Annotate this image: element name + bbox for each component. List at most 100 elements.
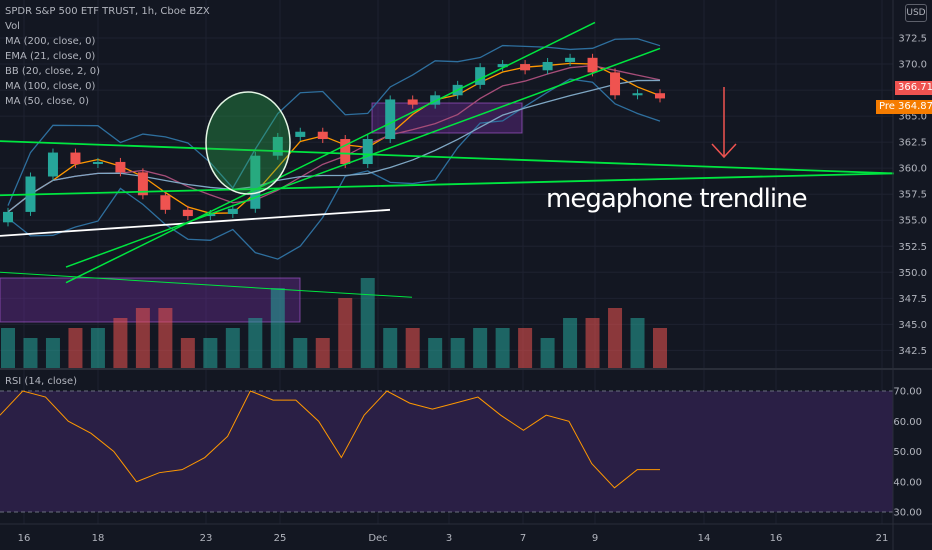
ma100-line <box>7 79 661 213</box>
candle-body <box>47 152 58 177</box>
candle-body <box>317 131 328 140</box>
candle-body <box>497 64 508 68</box>
volume-bar <box>315 338 330 368</box>
volume-bar <box>585 318 600 368</box>
symbol-title[interactable]: SPDR S&P 500 ETF TRUST, 1h, Cboe BZX <box>5 6 210 17</box>
highlight-circle <box>205 91 291 195</box>
rsi-axis: 30.00 40.00 50.00 60.00 70.00 <box>893 387 922 519</box>
candle-body <box>3 211 13 223</box>
candle-body <box>565 57 576 62</box>
volume-bar <box>113 318 128 368</box>
candle-body <box>70 152 81 165</box>
candle-body <box>92 161 103 165</box>
volume-bars <box>1 278 667 368</box>
legend-ma100[interactable]: MA (100, close, 0) <box>5 81 96 92</box>
x-tick-label: Dec <box>368 533 387 544</box>
volume-bar <box>135 308 150 368</box>
legend-ma200[interactable]: MA (200, close, 0) <box>5 36 96 47</box>
bollinger-bands <box>7 38 661 260</box>
rsi-tick-label: 60.00 <box>893 417 922 428</box>
chart-legend: SPDR S&P 500 ETF TRUST, 1h, Cboe BZX Vol… <box>5 4 210 109</box>
legend-ma50[interactable]: MA (50, close, 0) <box>5 96 90 107</box>
candle-body <box>520 64 531 71</box>
candle-body <box>610 72 621 96</box>
time-axis: 16 18 23 25 Dec 3 7 9 14 16 21 <box>18 533 889 544</box>
x-tick-label: 16 <box>18 533 31 544</box>
y-tick-label: 357.5 <box>898 190 927 201</box>
candle-body <box>430 95 441 105</box>
consolidation-box-lower <box>0 277 301 323</box>
y-tick-label: 372.5 <box>898 34 927 45</box>
volume-bar <box>248 318 263 368</box>
candle-body <box>272 136 283 156</box>
volume-bar <box>405 328 420 368</box>
x-tick-label: 16 <box>770 533 783 544</box>
pre-price-tag: 364.87 <box>895 100 932 114</box>
candle-body <box>542 61 553 71</box>
candle-body <box>385 99 396 140</box>
volume-bar <box>563 318 578 368</box>
volume-bar <box>338 298 353 368</box>
x-tick-label: 21 <box>876 533 889 544</box>
volume-bar <box>68 328 83 368</box>
candle-body <box>587 57 598 73</box>
candle-body <box>655 93 665 99</box>
volume-bar <box>45 338 60 368</box>
volume-bar <box>90 328 105 368</box>
candle-body <box>205 213 216 217</box>
candle-body <box>227 208 238 214</box>
rsi-tick-label: 50.00 <box>893 447 922 458</box>
x-tick-label: 23 <box>200 533 213 544</box>
volume-bar <box>270 288 285 368</box>
volume-bar <box>608 308 623 368</box>
y-tick-label: 355.0 <box>898 216 927 227</box>
candle-body <box>250 155 261 209</box>
candle-body <box>407 99 418 105</box>
currency-button[interactable]: USD <box>905 4 927 22</box>
candle-body <box>115 161 126 173</box>
y-tick-label: 360.0 <box>898 164 927 175</box>
volume-bar <box>1 328 15 368</box>
y-tick-label: 365.0 <box>898 112 927 123</box>
y-tick-label: 352.5 <box>898 242 927 253</box>
legend-ema21[interactable]: EMA (21, close, 0) <box>5 51 96 62</box>
rsi-tick-label: 40.00 <box>893 477 922 488</box>
candle-body <box>295 131 306 137</box>
channel-line-mid <box>65 47 661 268</box>
trendline <box>0 140 895 175</box>
volume-bar <box>23 338 38 368</box>
volume-bar <box>450 338 465 368</box>
legend-vol[interactable]: Vol <box>5 21 20 32</box>
candle-body <box>340 139 351 165</box>
rsi-line <box>0 390 660 489</box>
volume-bar <box>518 328 533 368</box>
rsi-legend[interactable]: RSI (14, close) <box>5 376 78 387</box>
candle-body <box>475 67 486 85</box>
candle-body <box>137 172 148 196</box>
trendline <box>0 172 895 197</box>
y-tick-label: 347.5 <box>898 294 927 305</box>
volume-bar <box>653 328 667 368</box>
x-tick-label: 3 <box>446 533 452 544</box>
trendline <box>0 208 391 237</box>
bb-upper <box>7 38 661 206</box>
y-tick-label: 345.0 <box>898 320 927 331</box>
volume-bar <box>360 278 375 368</box>
candle-body <box>632 93 643 96</box>
channel-line-top <box>65 21 596 284</box>
rsi-tick-label: 70.00 <box>893 387 922 398</box>
rsi-band <box>0 391 893 512</box>
bb-lower <box>7 78 661 260</box>
x-tick-label: 18 <box>92 533 105 544</box>
volume-bar <box>473 328 488 368</box>
candle-body <box>182 209 193 217</box>
annotation-text: megaphone trendline <box>546 184 808 214</box>
legend-bb[interactable]: BB (20, close, 2, 0) <box>5 66 100 77</box>
y-tick-label: 350.0 <box>898 268 927 279</box>
volume-bar <box>428 338 443 368</box>
x-tick-label: 9 <box>592 533 598 544</box>
candle-body <box>362 139 373 165</box>
candle-body <box>160 195 171 210</box>
pre-label: Pre <box>876 100 898 114</box>
